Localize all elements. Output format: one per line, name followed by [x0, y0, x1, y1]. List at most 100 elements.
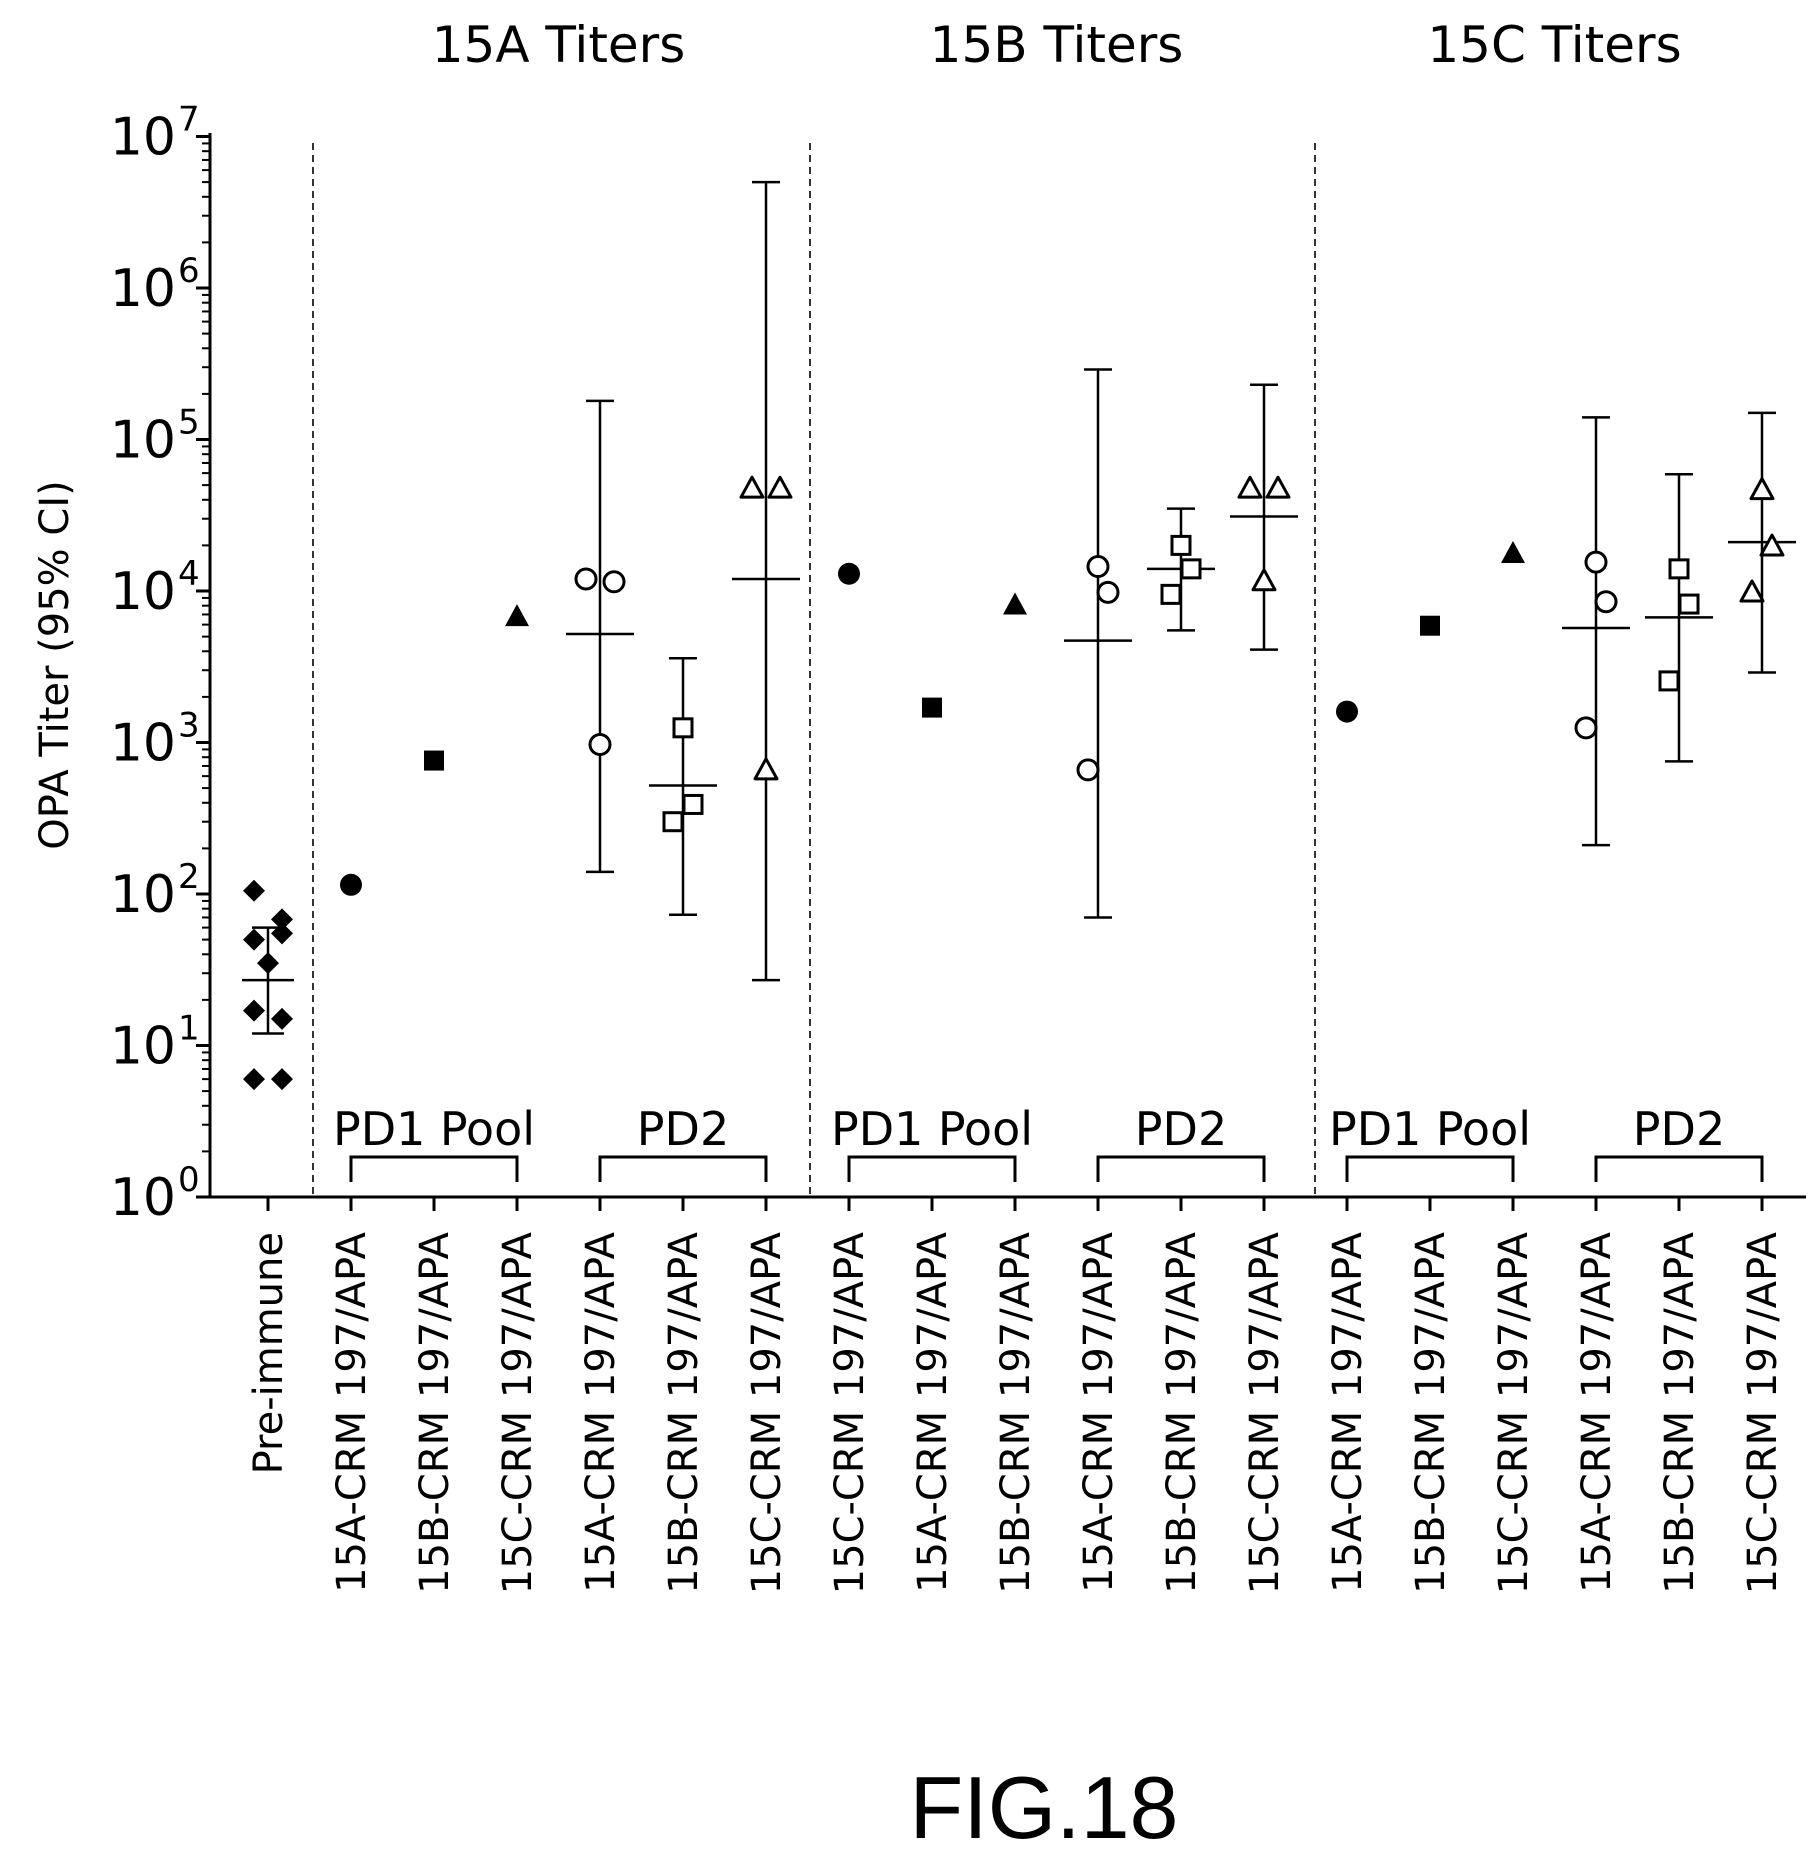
y-tick-exponent: 5 — [178, 403, 200, 443]
marker-square — [1180, 558, 1202, 580]
pd2-label: PD2 — [637, 1102, 729, 1156]
x-tick-label: 15A-CRM 197/APA — [1076, 1231, 1122, 1593]
y-tick-exponent: 0 — [178, 1160, 200, 1200]
marker-square — [1658, 670, 1680, 692]
y-tick-label: 10 — [110, 259, 176, 319]
x-tick-label: 15B-CRM 197/APA — [412, 1231, 458, 1593]
marker-triangle — [1237, 475, 1263, 499]
panel-title: 15A Titers — [432, 16, 686, 74]
bracket-pd2 — [1594, 1155, 1764, 1182]
y-tick-label: 10 — [110, 1017, 176, 1077]
pool-label: Pool — [938, 1102, 1033, 1156]
pd1-label: PD1 — [1329, 1102, 1421, 1156]
marker-square — [1170, 534, 1192, 556]
x-tick-label: 15A-CRM 197/APA — [329, 1231, 375, 1593]
pd1-label: PD1 — [333, 1102, 425, 1156]
marker-triangle — [505, 604, 529, 627]
marker-diamond — [271, 908, 293, 931]
marker-triangle — [1759, 533, 1785, 557]
pd2-label: PD2 — [1135, 1102, 1227, 1156]
marker-triangle — [1749, 477, 1775, 501]
y-tick-label: 10 — [110, 108, 176, 168]
panel-titles: 15A Titers 15B Titers 15C Titers — [432, 16, 1682, 74]
y-tick-exponent: 1 — [178, 1009, 200, 1049]
marker-circle — [588, 733, 612, 757]
panel-dividers — [312, 143, 1316, 1197]
y-axis-label: OPA Titer (95% CI) — [32, 480, 78, 849]
bracket-pd1-pool — [349, 1155, 519, 1182]
figure-label: FIG.18 — [910, 1758, 1179, 1855]
marker-circle — [1594, 590, 1618, 614]
marker-square — [1668, 558, 1690, 580]
marker-triangle — [739, 475, 765, 499]
marker-circle — [1096, 580, 1120, 604]
marker-triangle — [1501, 540, 1525, 563]
pool-label: Pool — [440, 1102, 535, 1156]
y-tick-exponent: 7 — [178, 100, 200, 140]
marker-diamond — [257, 952, 279, 975]
marker-circle — [1584, 550, 1608, 574]
marker-circle — [340, 873, 362, 896]
marker-triangle — [753, 757, 779, 781]
x-tick-label: 15A-CRM 197/APA — [910, 1231, 956, 1593]
marker-triangle — [1251, 568, 1277, 592]
marker-diamond — [271, 1068, 293, 1091]
marker-triangle — [1739, 579, 1765, 603]
marker-triangle — [1003, 592, 1027, 615]
marker-diamond — [243, 928, 265, 951]
bracket-pd2 — [598, 1155, 768, 1182]
error-bars — [242, 180, 1796, 1035]
x-tick-label: 15C-CRM 197/APA — [827, 1231, 873, 1594]
marker-diamond — [243, 999, 265, 1022]
x-tick-label: 15A-CRM 197/APA — [1574, 1231, 1620, 1593]
marker-circle — [1574, 716, 1598, 740]
y-tick-label: 10 — [110, 562, 176, 622]
y-tick-label: 10 — [110, 1168, 176, 1228]
x-tick-label: 15C-CRM 197/APA — [1242, 1231, 1288, 1594]
x-tick-label: Pre-immune — [246, 1232, 292, 1474]
marker-square — [682, 793, 704, 815]
pd2-label: PD2 — [1633, 1102, 1725, 1156]
x-tick-label: 15A-CRM 197/APA — [1325, 1231, 1371, 1593]
y-tick-exponent: 3 — [178, 706, 200, 746]
marker-square — [662, 811, 684, 833]
marker-circle — [1086, 555, 1110, 579]
group-brackets: PD1 Pool PD2 PD1 Pool PD2 PD1 Pool PD2 — [333, 1102, 1764, 1182]
marker-circle — [1076, 758, 1100, 782]
x-tick-label: 15B-CRM 197/APA — [661, 1231, 707, 1593]
pd1-label: PD1 — [831, 1102, 923, 1156]
data-points — [243, 475, 1785, 1091]
y-tick-label: 10 — [110, 865, 176, 925]
x-tick-label: 15C-CRM 197/APA — [1740, 1231, 1786, 1594]
x-tick-label: 15A-CRM 197/APA — [578, 1231, 624, 1593]
marker-diamond — [243, 1068, 265, 1091]
bracket-pd1-pool — [847, 1155, 1017, 1182]
marker-circle — [838, 562, 860, 585]
y-tick-label: 10 — [110, 411, 176, 471]
x-tick-label: 15C-CRM 197/APA — [744, 1231, 790, 1594]
panel-title: 15C Titers — [1427, 16, 1681, 74]
marker-circle — [1336, 700, 1358, 723]
bracket-pd2 — [1096, 1155, 1266, 1182]
marker-square — [1420, 615, 1440, 636]
x-tick-labels: Pre-immune 15A-CRM 197/APA 15B-CRM 197/APA… — [246, 1231, 1786, 1594]
marker-square — [922, 697, 942, 718]
marker-square — [672, 717, 694, 739]
marker-circle — [602, 570, 626, 594]
marker-diamond — [271, 1007, 293, 1030]
axes — [208, 133, 1806, 1199]
y-tick-label: 10 — [110, 714, 176, 774]
y-tick-exponent: 6 — [178, 251, 200, 291]
x-tick-label: 15B-CRM 197/APA — [1657, 1231, 1703, 1593]
marker-square — [1678, 593, 1700, 615]
marker-diamond — [243, 879, 265, 902]
panel-title: 15B Titers — [930, 16, 1184, 74]
bracket-pd1-pool — [1345, 1155, 1515, 1182]
x-tick-label: 15C-CRM 197/APA — [1491, 1231, 1537, 1594]
marker-square — [424, 750, 444, 771]
x-tick-label: 15B-CRM 197/APA — [1408, 1231, 1454, 1593]
x-tick-label: 15C-CRM 197/APA — [495, 1231, 541, 1594]
marker-diamond — [271, 922, 293, 945]
pool-label: Pool — [1436, 1102, 1531, 1156]
